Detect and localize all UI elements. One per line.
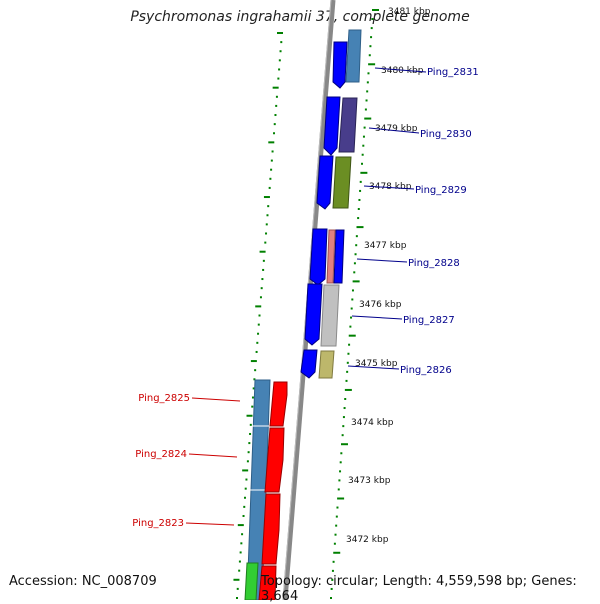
svg-text:Ping_2824: Ping_2824 <box>135 449 187 460</box>
gene-block-2830[interactable] <box>323 96 358 156</box>
gene-block-2826[interactable] <box>300 349 335 379</box>
gene-label-ping-2824[interactable]: Ping_2824 <box>135 449 238 460</box>
gene-label-ping-2828[interactable]: Ping_2828 <box>356 258 460 269</box>
gene-label-ping-2823[interactable]: Ping_2823 <box>132 518 235 529</box>
kbp-label-3473: 3473 kbp <box>348 476 391 486</box>
svg-text:Ping_2831: Ping_2831 <box>427 67 479 78</box>
kbp-label-3472: 3472 kbp <box>346 535 389 545</box>
kbp-label-3477: 3477 kbp <box>364 241 407 251</box>
kbp-label-3475: 3475 kbp <box>355 359 398 369</box>
map-title: Psychromonas ingrahamii 37, complete gen… <box>130 9 470 25</box>
svg-text:Ping_2826: Ping_2826 <box>400 365 452 376</box>
kbp-label-3479: 3479 kbp <box>375 124 418 134</box>
gene-block-2831[interactable] <box>332 29 362 89</box>
gene-label-ping-2826[interactable]: Ping_2826 <box>347 365 452 376</box>
svg-text:Ping_2828: Ping_2828 <box>408 258 460 269</box>
gene-block-2828[interactable] <box>309 228 345 286</box>
kbp-label-3474: 3474 kbp <box>351 418 394 428</box>
svg-text:Ping_2825: Ping_2825 <box>138 393 190 404</box>
svg-text:Ping_2830: Ping_2830 <box>420 129 472 140</box>
gene-block-2825-2823[interactable] <box>244 379 288 600</box>
tick-track-left <box>233 32 283 599</box>
gene-block-2827[interactable] <box>304 283 340 347</box>
svg-text:Ping_2829: Ping_2829 <box>415 185 467 196</box>
gene-label-ping-2831[interactable]: Ping_2831 <box>374 67 479 78</box>
kbp-label-3478: 3478 kbp <box>369 182 412 192</box>
gene-label-ping-2827[interactable]: Ping_2827 <box>351 315 455 326</box>
kbp-label-3476: 3476 kbp <box>359 300 402 310</box>
kbp-label-3481: 3481 kbp <box>388 7 431 17</box>
gene-label-ping-2829[interactable]: Ping_2829 <box>363 185 467 196</box>
gene-label-ping-2825[interactable]: Ping_2825 <box>138 393 241 404</box>
accession-label: Accession: NC_008709 <box>9 574 157 589</box>
kbp-scale: 3481 kbp 3480 kbp 3479 kbp 3478 kbp 3477… <box>346 7 431 545</box>
tick-track-right <box>330 9 379 599</box>
svg-text:Ping_2827: Ping_2827 <box>403 315 455 326</box>
svg-text:Ping_2823: Ping_2823 <box>132 518 184 529</box>
kbp-label-3480: 3480 kbp <box>381 66 424 76</box>
gene-block-2829[interactable] <box>316 155 352 210</box>
gene-label-ping-2830[interactable]: Ping_2830 <box>368 127 472 140</box>
